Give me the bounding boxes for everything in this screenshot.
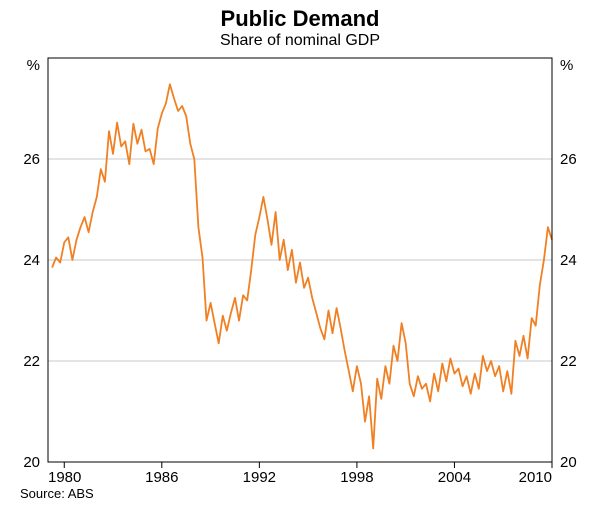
- line-chart: 20 20 22 22 24 24 26 26%% 1980 1986 1992 1998 2004 20…: [0, 0, 600, 508]
- svg-text:26: 26: [560, 151, 577, 168]
- svg-text:20: 20: [23, 454, 40, 471]
- svg-text:%: %: [27, 57, 40, 74]
- svg-text:22: 22: [23, 353, 40, 370]
- svg-text:24: 24: [23, 252, 40, 269]
- svg-text:1986: 1986: [145, 469, 178, 486]
- svg-text:1992: 1992: [243, 469, 276, 486]
- svg-text:22: 22: [560, 353, 577, 370]
- svg-text:24: 24: [560, 252, 577, 269]
- svg-text:2010: 2010: [519, 469, 552, 486]
- svg-text:1980: 1980: [48, 469, 81, 486]
- svg-text:26: 26: [23, 151, 40, 168]
- svg-text:%: %: [560, 57, 573, 74]
- svg-text:2004: 2004: [438, 469, 471, 486]
- svg-text:1998: 1998: [340, 469, 373, 486]
- svg-text:20: 20: [560, 454, 577, 471]
